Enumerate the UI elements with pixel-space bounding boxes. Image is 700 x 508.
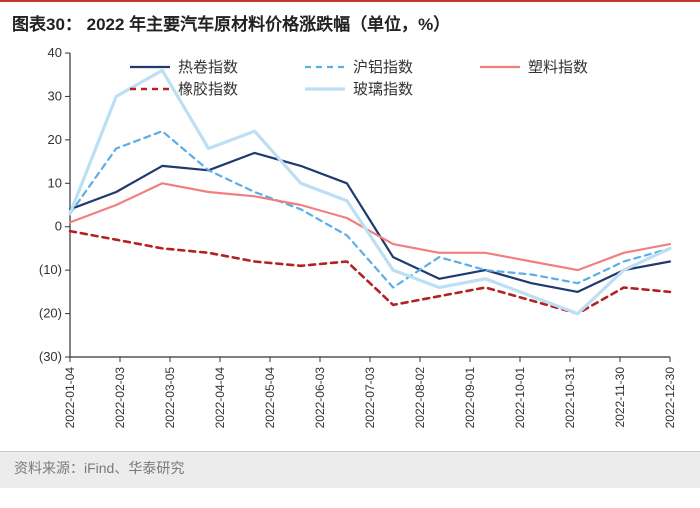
- svg-text:2022-08-02: 2022-08-02: [413, 367, 427, 429]
- svg-text:0: 0: [55, 219, 62, 234]
- svg-text:40: 40: [48, 45, 62, 60]
- legend-label-rubber: 橡胶指数: [178, 81, 238, 98]
- svg-text:2022-09-01: 2022-09-01: [463, 367, 477, 429]
- svg-text:(20): (20): [39, 306, 62, 321]
- svg-text:2022-03-05: 2022-03-05: [163, 367, 177, 429]
- series-glass: [70, 70, 670, 313]
- svg-text:2022-10-31: 2022-10-31: [563, 367, 577, 429]
- svg-text:20: 20: [48, 132, 62, 147]
- series-hotcoil: [70, 153, 670, 292]
- svg-text:2022-02-03: 2022-02-03: [113, 367, 127, 429]
- legend-label-aluminium: 沪铝指数: [353, 59, 413, 76]
- series-rubber: [70, 231, 670, 314]
- svg-text:2022-01-04: 2022-01-04: [63, 367, 77, 429]
- legend-label-glass: 玻璃指数: [353, 81, 413, 98]
- svg-text:30: 30: [48, 88, 62, 103]
- legend-label-plastic: 塑料指数: [528, 59, 588, 76]
- series-plastic: [70, 183, 670, 270]
- legend-label-hotcoil: 热卷指数: [178, 59, 238, 76]
- chart-container: 图表30： 2022 年主要汽车原材料价格涨跌幅（单位，%） (30)(20)(…: [0, 0, 700, 508]
- svg-text:(10): (10): [39, 262, 62, 277]
- svg-text:2022-12-30: 2022-12-30: [663, 367, 677, 429]
- series-aluminium: [70, 131, 670, 287]
- chart-title: 图表30： 2022 年主要汽车原材料价格涨跌幅（单位，%）: [0, 0, 700, 41]
- svg-text:2022-05-04: 2022-05-04: [263, 367, 277, 429]
- line-chart: (30) (20) (10) 0 10 20 30 40 2022-01-04 2022-02-0…: [20, 45, 680, 445]
- svg-text:10: 10: [48, 175, 62, 190]
- plot-area: (30) (20) (10) 0 10 20 30 40 2022-01-04 2022-02-0…: [20, 45, 680, 445]
- svg-text:2022-07-03: 2022-07-03: [363, 367, 377, 429]
- svg-text:2022-04-04: 2022-04-04: [213, 367, 227, 429]
- svg-text:2022-06-03: 2022-06-03: [313, 367, 327, 429]
- svg-text:2022-10-01: 2022-10-01: [513, 367, 527, 429]
- legend: 热卷指数 沪铝指数 塑料指数橡胶指数 玻璃指数: [130, 59, 588, 98]
- svg-text:(30): (30): [39, 349, 62, 364]
- source-footer: 资料来源：iFind、华泰研究: [0, 451, 700, 488]
- svg-text:2022-11-30: 2022-11-30: [613, 367, 627, 428]
